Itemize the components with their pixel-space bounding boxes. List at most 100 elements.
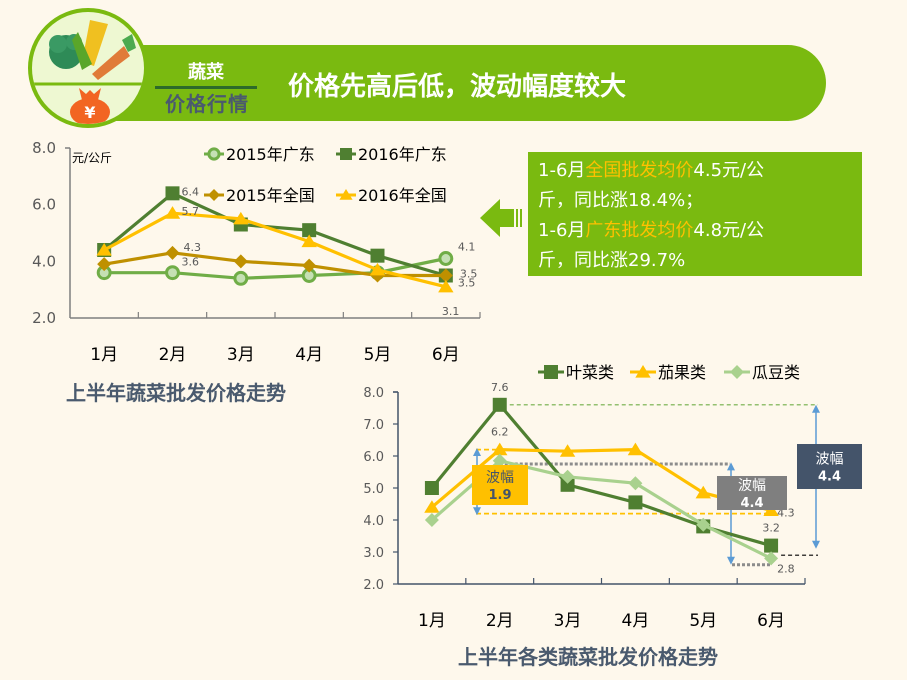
badge-top-label: 蔬菜 <box>188 62 224 83</box>
annotation-label: 波幅 <box>738 478 766 494</box>
data-point <box>763 503 779 516</box>
x-category-label: 1月 <box>90 345 118 365</box>
series-line <box>430 403 772 548</box>
data-label: 6.2 <box>491 426 509 439</box>
x-category-label: 6月 <box>432 345 460 365</box>
x-category-label: 2月 <box>486 611 514 631</box>
series-4: 5.7 3.1 <box>96 205 459 318</box>
series-1: 7.6 3.2 <box>424 381 780 553</box>
x-category-label: 5月 <box>689 611 717 631</box>
data-label: 6.4 <box>182 185 200 198</box>
data-point <box>492 397 507 412</box>
data-label: 3.6 <box>182 256 200 269</box>
y-axis-unit-label: 元/公斤 <box>72 151 112 165</box>
series-line <box>103 211 447 289</box>
data-point <box>628 476 643 491</box>
range-annotation-1: 波幅 1.9 <box>472 465 528 505</box>
data-point <box>438 279 454 293</box>
data-point <box>370 268 385 283</box>
data-point <box>233 217 248 232</box>
y-tick-label: 2.0 <box>363 578 384 593</box>
title-banner <box>90 45 826 121</box>
money-bag-yen-icon: ¥ <box>70 88 110 124</box>
data-point <box>165 186 180 201</box>
series-line <box>103 191 447 278</box>
data-point <box>165 265 180 281</box>
data-point <box>301 234 317 248</box>
data-point <box>560 477 575 492</box>
range-annotation-3: 波幅 4.4 <box>717 476 787 511</box>
data-label: 4.3 <box>777 506 795 519</box>
data-point <box>369 262 386 276</box>
data-point <box>492 453 507 468</box>
highlight-guangdong: 广东批发均价 <box>585 220 694 241</box>
data-point <box>424 513 439 527</box>
legend-label: 2016年广东 <box>358 145 447 164</box>
range-arrow-leafy-head-top <box>812 404 820 413</box>
data-point <box>438 268 453 283</box>
legend-marker <box>635 365 651 378</box>
summary-line-1: 1-6月全国批发均价4.5元/公 <box>538 160 765 181</box>
data-point <box>165 245 180 260</box>
x-category-label: 4月 <box>622 611 650 631</box>
data-point <box>559 444 576 457</box>
y-tick-label: 4.0 <box>363 514 384 529</box>
range-arrow-solanaceous-head-bottom <box>473 507 481 516</box>
data-point <box>97 243 112 257</box>
range-arrow-solanaceous-head-top <box>473 448 481 456</box>
summary-box: 1-6月全国批发均价4.5元/公 斤，同比涨18.4%； 1-6月广东批发均价4… <box>528 152 862 276</box>
legend-marker <box>208 189 220 201</box>
data-label: 3.1 <box>442 305 460 318</box>
x-category-label: 5月 <box>364 345 392 365</box>
range-annotation-2: 波幅 4.4 <box>797 444 862 489</box>
x-category-label: 6月 <box>757 611 785 631</box>
y-tick-label: 5.0 <box>363 482 384 497</box>
data-point <box>438 251 454 266</box>
legend-label: 2015年广东 <box>226 145 315 164</box>
data-point <box>424 500 440 513</box>
annotation-label: 波幅 <box>486 470 514 486</box>
legend-marker <box>544 365 558 379</box>
y-tick-label: 8.0 <box>32 139 56 157</box>
series-line <box>430 459 772 560</box>
range-arrow-leafy-head-bottom <box>812 540 820 549</box>
data-point <box>627 442 644 456</box>
annotation-box <box>472 465 528 505</box>
x-category-label: 4月 <box>295 345 323 365</box>
legend-label: 茄果类 <box>658 363 706 382</box>
chart2-title: 上半年各类蔬菜批发价格走势 <box>458 645 718 669</box>
badge-divider <box>155 86 257 89</box>
data-point <box>96 243 112 256</box>
data-label: 3.2 <box>762 522 780 535</box>
x-category-label: 3月 <box>554 611 582 631</box>
data-label: 3.5 <box>458 277 476 290</box>
y-tick-label: 6.0 <box>32 196 56 214</box>
data-point <box>301 268 317 283</box>
data-label: 7.6 <box>491 381 509 394</box>
summary-line-3: 1-6月广东批发均价4.8元/公 <box>538 220 765 241</box>
data-point <box>97 257 112 272</box>
annotation-value: 4.4 <box>740 496 763 511</box>
data-point <box>695 485 711 499</box>
y-tick-label: 8.0 <box>363 386 384 401</box>
data-point <box>492 442 508 456</box>
data-point <box>233 270 249 286</box>
range-arrow-melon-head-bottom <box>727 556 735 565</box>
svg-text:¥: ¥ <box>84 103 95 122</box>
data-point <box>560 469 575 484</box>
annotation-box <box>717 476 787 510</box>
series-2: 6.4 3.5 <box>97 185 477 283</box>
y-tick-label: 3.0 <box>363 546 384 561</box>
data-point <box>302 258 317 273</box>
highlight-national: 全国批发均价 <box>585 160 694 181</box>
badge-bottom-label: 价格行情 <box>165 92 249 116</box>
header-badge: ¥ <box>28 8 148 128</box>
data-point <box>96 265 112 281</box>
data-point <box>233 254 248 269</box>
summary-line-4: 斤，同比涨29.7% <box>538 250 686 271</box>
y-tick-label: 2.0 <box>32 309 56 327</box>
data-label: 4.3 <box>184 241 202 254</box>
legend-marker <box>730 365 744 379</box>
annotation-value: 1.9 <box>488 488 511 503</box>
x-category-label: 2月 <box>159 345 187 365</box>
